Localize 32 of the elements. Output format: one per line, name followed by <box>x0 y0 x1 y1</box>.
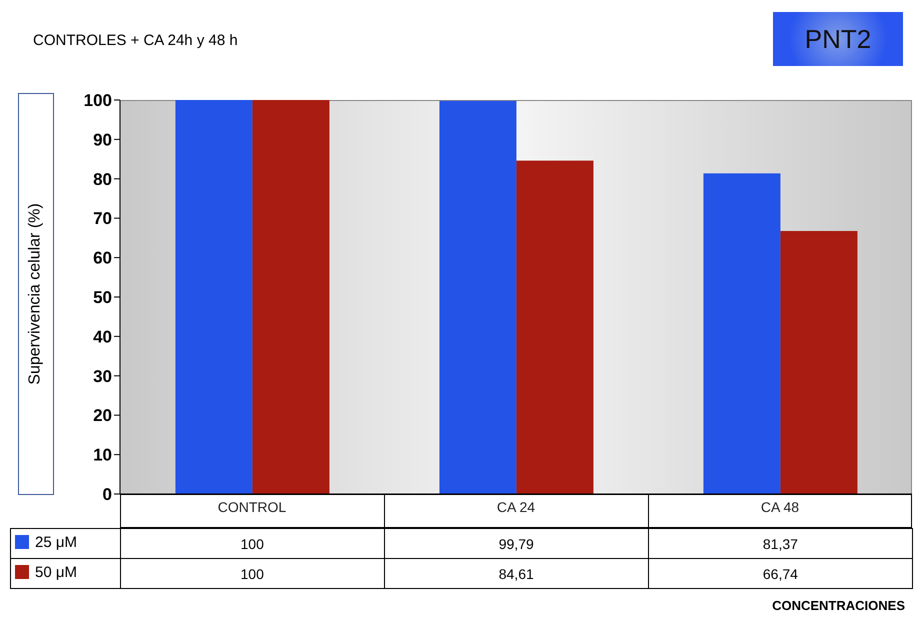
y-tick-label: 90 <box>93 130 112 150</box>
y-tick-label: 70 <box>93 209 112 228</box>
y-tick-label: 10 <box>93 446 112 465</box>
legend-label: 25 μM <box>35 534 77 551</box>
bar <box>703 173 780 494</box>
data-label: 100 <box>120 528 384 558</box>
bar <box>516 160 594 494</box>
data-label: 66,74 <box>648 558 912 588</box>
y-tick-label: 20 <box>93 406 112 426</box>
x-tick-label: CA 48 <box>760 498 800 515</box>
legend-label: 50 μM <box>35 564 77 581</box>
data-label: 81,37 <box>648 528 912 558</box>
bar <box>780 231 858 494</box>
y-tick-label: 50 <box>93 288 112 308</box>
y-tick-label: 100 <box>84 91 112 110</box>
bar <box>175 100 252 494</box>
text: PNT2 <box>804 24 872 54</box>
y-tick-label: 0 <box>102 485 112 504</box>
y-tick-label: 80 <box>93 170 112 189</box>
text: CONCENTRACIONES <box>772 598 905 613</box>
data-label: 84,61 <box>384 558 648 588</box>
data-label: 100 <box>120 558 384 588</box>
bar <box>439 100 516 494</box>
chart-title: CONTROLES + CA 24h y 48 h <box>33 32 238 49</box>
y-tick-label: 40 <box>93 327 112 346</box>
y-axis-title: Supervivencia celular (%) <box>27 203 44 385</box>
x-tick-label: CA 24 <box>496 498 536 515</box>
data-label: 99,79 <box>384 528 648 558</box>
x-tick-label: CONTROL <box>218 498 286 515</box>
y-tick-label: 30 <box>93 366 112 386</box>
bar <box>252 100 330 494</box>
y-tick-label: 60 <box>93 248 112 268</box>
